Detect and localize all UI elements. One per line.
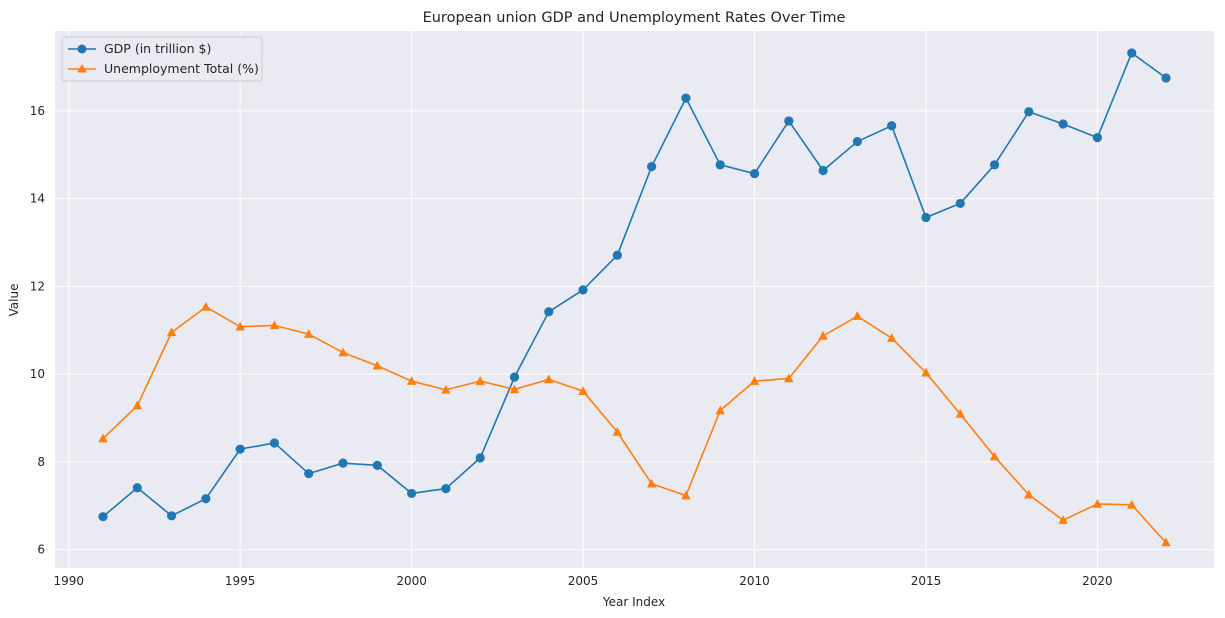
unemployment-point	[784, 373, 794, 383]
gdp-point	[338, 458, 348, 468]
gdp-point	[235, 444, 245, 454]
unemployment-point	[201, 301, 211, 311]
unemployment-point	[1058, 515, 1068, 524]
unemployment-point	[303, 329, 314, 338]
gdp-point	[269, 438, 280, 448]
gdp-point	[1092, 133, 1103, 143]
gdp-point	[372, 460, 382, 470]
gdp-point	[544, 307, 554, 317]
gdp-point	[98, 512, 108, 522]
unemployment-point	[235, 321, 245, 331]
x-tick-label: 2010	[739, 574, 770, 588]
unemployment-point	[269, 320, 280, 330]
y-tick-label: 6	[37, 543, 45, 557]
legend-gdp-label: GDP (in trillion $)	[104, 41, 211, 56]
gdp-point	[612, 250, 622, 260]
x-tick-label: 2015	[911, 574, 942, 588]
legend: GDP (in trillion $) Unemployment Total (…	[61, 36, 263, 82]
unemployment-point	[612, 426, 623, 436]
gdp-point	[989, 160, 1000, 170]
unemployment-point	[338, 347, 348, 357]
unemployment-point	[475, 376, 485, 385]
unemployment-point	[132, 400, 143, 410]
unemployment-point	[544, 374, 554, 384]
y-tick-label: 10	[30, 367, 45, 381]
unemployment-series-line	[102, 306, 1167, 544]
gdp-point	[955, 198, 965, 209]
grid-lines	[55, 31, 1214, 568]
x-axis-label: Year Index	[602, 595, 665, 609]
gdp-point	[166, 511, 177, 521]
gdp-point	[201, 494, 211, 504]
chart-title: European union GDP and Unemployment Rate…	[423, 10, 846, 26]
x-tick-label: 2020	[1082, 574, 1113, 588]
unemployment-point	[715, 405, 725, 415]
x-tick-labels: 1990 1995 2000 2005 2010 2015 2020	[53, 574, 1112, 588]
legend-box	[61, 36, 263, 82]
gdp-point	[132, 483, 142, 493]
unemployment-point	[1126, 499, 1137, 509]
unemployment-point	[818, 330, 828, 340]
x-tick-label: 1995	[225, 574, 256, 588]
unemployment-point	[955, 409, 966, 418]
unemployment-point	[98, 433, 108, 443]
y-tick-labels: 6 8 10 12 14 16	[30, 104, 45, 557]
unemployment-point	[441, 384, 451, 394]
unemployment-point	[852, 311, 863, 320]
gdp-point	[887, 121, 897, 131]
unemployment-point	[646, 478, 657, 488]
legend-gdp-marker	[77, 44, 87, 54]
gdp-point	[1058, 119, 1068, 129]
gdp-point	[852, 136, 862, 147]
unemployment-point	[989, 451, 1000, 461]
unemployment-point	[886, 333, 897, 342]
gdp-point	[509, 372, 520, 382]
y-tick-label: 8	[37, 455, 45, 469]
unemployment-point	[578, 386, 588, 395]
gdp-point	[749, 168, 760, 179]
gdp-point	[475, 453, 485, 463]
legend-unemployment-marker	[77, 64, 87, 73]
gdp-point	[921, 212, 931, 223]
gdp-point	[1127, 48, 1137, 58]
unemployment-point	[1161, 537, 1171, 547]
x-tick-label: 2000	[396, 574, 427, 588]
gdp-point	[1161, 73, 1171, 83]
unemployment-point	[406, 376, 417, 385]
gdp-point	[441, 483, 451, 494]
unemployment-point	[1092, 498, 1103, 508]
gdp-point	[784, 116, 794, 126]
legend-unemployment-label: Unemployment Total (%)	[104, 61, 259, 76]
unemployment-point	[681, 490, 691, 500]
gdp-point	[304, 469, 314, 479]
gdp-series-line	[102, 52, 1167, 518]
gdp-point	[578, 285, 588, 295]
unemployment-point	[921, 367, 931, 377]
y-axis-label: Value	[7, 284, 21, 317]
gdp-point	[1024, 107, 1034, 117]
plot-background	[55, 31, 1214, 568]
gdp-point	[647, 161, 657, 172]
x-tick-label: 2005	[568, 574, 599, 588]
y-tick-label: 16	[30, 104, 45, 118]
y-tick-label: 14	[30, 192, 45, 206]
unemployment-point	[509, 384, 520, 394]
y-tick-label: 12	[30, 279, 45, 293]
gdp-point	[681, 93, 691, 103]
unemployment-point	[166, 327, 177, 337]
series-layer	[98, 48, 1171, 547]
gdp-point	[407, 488, 417, 499]
x-tick-label: 1990	[53, 574, 84, 588]
unemployment-point	[372, 360, 383, 370]
gdp-point	[715, 160, 725, 170]
unemployment-point	[1024, 489, 1034, 499]
unemployment-point	[749, 376, 760, 385]
gdp-point	[818, 165, 828, 176]
